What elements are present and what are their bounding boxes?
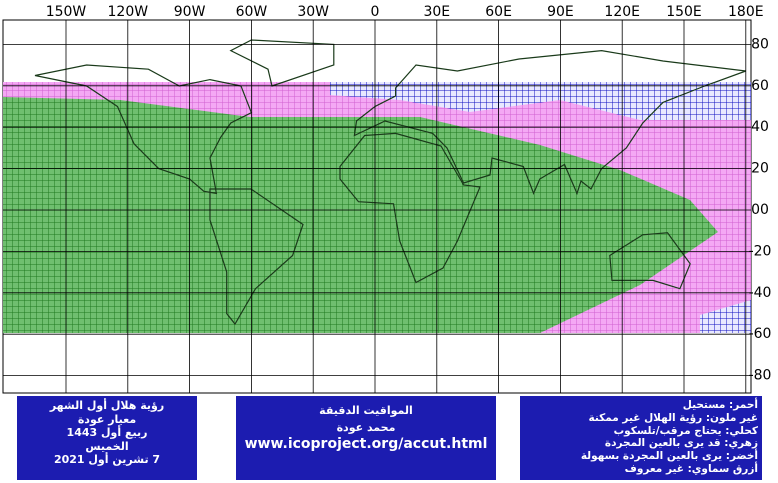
info-line: أخضر: يرى بالعين المجردة بسهولة bbox=[580, 450, 758, 463]
zone-easy bbox=[3, 97, 718, 333]
coastlines bbox=[34, 39, 747, 326]
x-tick-label: 150E bbox=[666, 4, 702, 20]
coast bbox=[353, 49, 747, 196]
legend-box: أحمر: مستحيل غير ملون: رؤية الهلال غير مم… bbox=[520, 396, 762, 480]
info-line: الخميس bbox=[85, 439, 129, 453]
credits-box: المواقيت الدقيقة محمد عودة www.icoproject.… bbox=[236, 396, 496, 480]
info-line: أزرق سماوي: غير معروف bbox=[624, 462, 758, 475]
info-line: رؤية هلال أول الشهر bbox=[49, 399, 165, 412]
coast bbox=[209, 188, 304, 326]
x-tick-label: 30E bbox=[423, 4, 450, 20]
coast bbox=[339, 132, 481, 284]
info-line: 7 تشرين أول 2021 bbox=[53, 453, 161, 466]
info-line: كحلي: يحتاج مرقب/تلسكوب bbox=[613, 424, 758, 437]
x-tick-label: 90W bbox=[174, 4, 206, 20]
y-tick-label: 20 bbox=[751, 161, 769, 177]
title-box: رؤية هلال أول الشهر معيار عودة ربيع أول 14… bbox=[17, 396, 197, 480]
info-line: معيار عودة bbox=[77, 412, 137, 426]
info-line: أحمر: مستحيل bbox=[682, 399, 758, 411]
y-tick-label: -80 bbox=[749, 368, 772, 384]
y-tick-label: 00 bbox=[751, 202, 769, 218]
info-line: محمد عودة bbox=[336, 421, 396, 434]
info-line: www.icoproject.org/accut.html bbox=[244, 436, 488, 452]
x-tick-label: 120W bbox=[108, 4, 149, 20]
info-line: غير ملون: رؤية الهلال غير ممكنة bbox=[588, 411, 758, 424]
info-line: زهري: قد يرى بالعين المجردة bbox=[604, 437, 758, 450]
x-tick-label: 30W bbox=[297, 4, 329, 20]
x-tick-label: 60W bbox=[236, 4, 268, 20]
zone-telescope bbox=[330, 82, 751, 120]
coast bbox=[34, 64, 253, 195]
x-tick-label: 90E bbox=[547, 4, 574, 20]
y-tick-label: -20 bbox=[749, 243, 772, 259]
map: 150W 120W 90W 60W 30W 0 30E 60E 90E 120E 150E 180E 8… bbox=[2, 4, 772, 394]
y-tick-label: 60 bbox=[751, 78, 769, 94]
x-tick-label: 120E bbox=[604, 4, 640, 20]
y-tick-label: -60 bbox=[749, 326, 772, 342]
x-tick-label: 60E bbox=[485, 4, 512, 20]
zone-telescope bbox=[700, 300, 751, 333]
coast bbox=[609, 232, 691, 290]
x-tick-label: 0 bbox=[371, 4, 380, 20]
x-tick-label: 180E bbox=[728, 4, 764, 20]
y-tick-label: -40 bbox=[749, 285, 772, 301]
x-tick-label: 150W bbox=[46, 4, 87, 20]
info-line: ربيع أول 1443 bbox=[66, 426, 148, 439]
info-line: المواقيت الدقيقة bbox=[319, 404, 413, 417]
y-tick-label: 80 bbox=[751, 36, 769, 52]
y-tick-label: 40 bbox=[751, 119, 769, 135]
